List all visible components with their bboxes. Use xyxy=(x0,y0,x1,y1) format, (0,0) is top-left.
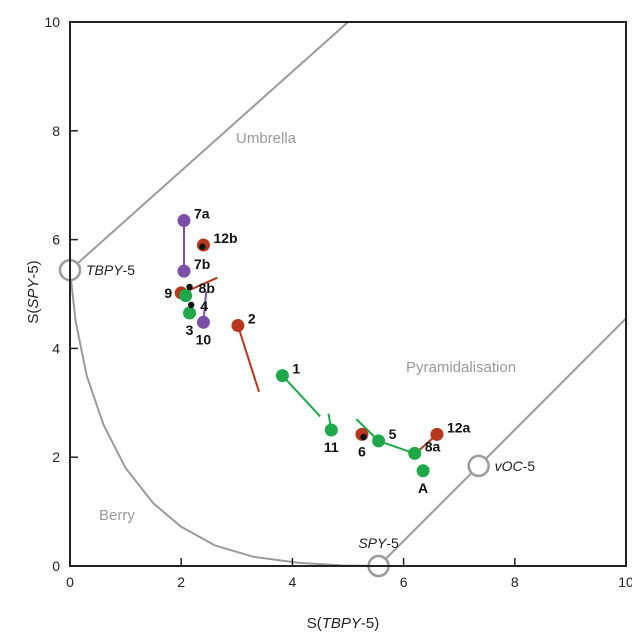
black-data-point xyxy=(199,243,206,250)
data-point xyxy=(372,434,386,448)
connector-segment xyxy=(236,325,260,393)
region-label-pyramidalisation: Pyramidalisation xyxy=(406,359,516,376)
reference-point-marker xyxy=(467,454,490,478)
y-axis-label: S(SPY-5) xyxy=(25,260,42,323)
data-point xyxy=(177,214,191,228)
region-label-berry: Berry xyxy=(99,507,135,524)
y-tick-label: 2 xyxy=(52,449,60,465)
plot-frame xyxy=(69,21,627,567)
x-axis-label: S(TBPY-5) xyxy=(307,615,380,632)
black-data-point xyxy=(186,283,193,291)
x-tick-label: 10 xyxy=(618,574,632,590)
y-tick-label: 0 xyxy=(52,558,60,574)
data-point xyxy=(416,464,430,478)
data-point-label: 7b xyxy=(194,256,210,272)
data-point-label: 11 xyxy=(324,439,339,455)
data-point-label: 1 xyxy=(292,361,300,377)
x-tick-label: 8 xyxy=(511,574,519,590)
x-tick-label: 0 xyxy=(66,574,74,590)
black-data-point xyxy=(188,301,195,309)
data-point-label: 12a xyxy=(447,419,471,435)
umbrella-guide-line xyxy=(69,21,349,271)
data-point xyxy=(196,315,210,329)
x-tick-label: 4 xyxy=(289,574,297,590)
data-point xyxy=(324,423,338,437)
data-point-label: 8a xyxy=(425,438,441,454)
data-point-label: 7a xyxy=(194,206,210,222)
y-tick-label: 6 xyxy=(52,232,60,248)
reference-point-label: vOC-5 xyxy=(495,458,536,474)
data-point-label: 2 xyxy=(248,311,256,327)
data-point xyxy=(179,289,193,303)
data-point-label: 9 xyxy=(164,285,172,301)
data-point xyxy=(430,427,444,441)
axes: 0 2 4 6 8 10 0 2 4 6 8 10 xyxy=(44,14,632,590)
voc-guide-line xyxy=(377,317,627,567)
data-point xyxy=(408,446,422,460)
data-point xyxy=(183,306,197,320)
reference-point-label: SPY-5 xyxy=(358,535,399,551)
data-point-label: 12b xyxy=(213,230,237,246)
x-tick-label: 2 xyxy=(177,574,185,590)
black-data-point xyxy=(360,433,367,441)
region-labels: Umbrella Pyramidalisation Berry xyxy=(99,130,516,524)
data-point-label: A xyxy=(418,480,428,496)
data-point xyxy=(231,319,245,333)
y-tick-label: 4 xyxy=(52,340,60,356)
y-tick-label: 10 xyxy=(44,14,60,30)
data-point-label: 5 xyxy=(389,426,397,442)
berry-curve xyxy=(69,269,379,567)
data-point-label: 3 xyxy=(186,322,194,338)
data-point-label: 6 xyxy=(358,443,366,459)
reference-points: TBPY-5 SPY-5 vOC-5 xyxy=(58,258,536,578)
connector-segments xyxy=(182,220,438,455)
data-point-label: 4 xyxy=(200,298,208,314)
region-label-umbrella: Umbrella xyxy=(236,130,297,147)
x-tick-label: 6 xyxy=(400,574,408,590)
data-point xyxy=(177,264,191,278)
data-point-label: 8b xyxy=(199,280,215,296)
data-point-label: 10 xyxy=(196,331,212,347)
guide-lines xyxy=(69,21,627,567)
connector-segment xyxy=(281,374,321,418)
data-point xyxy=(275,369,289,383)
y-tick-label: 8 xyxy=(52,123,60,139)
reference-point-label: TBPY-5 xyxy=(86,262,135,278)
